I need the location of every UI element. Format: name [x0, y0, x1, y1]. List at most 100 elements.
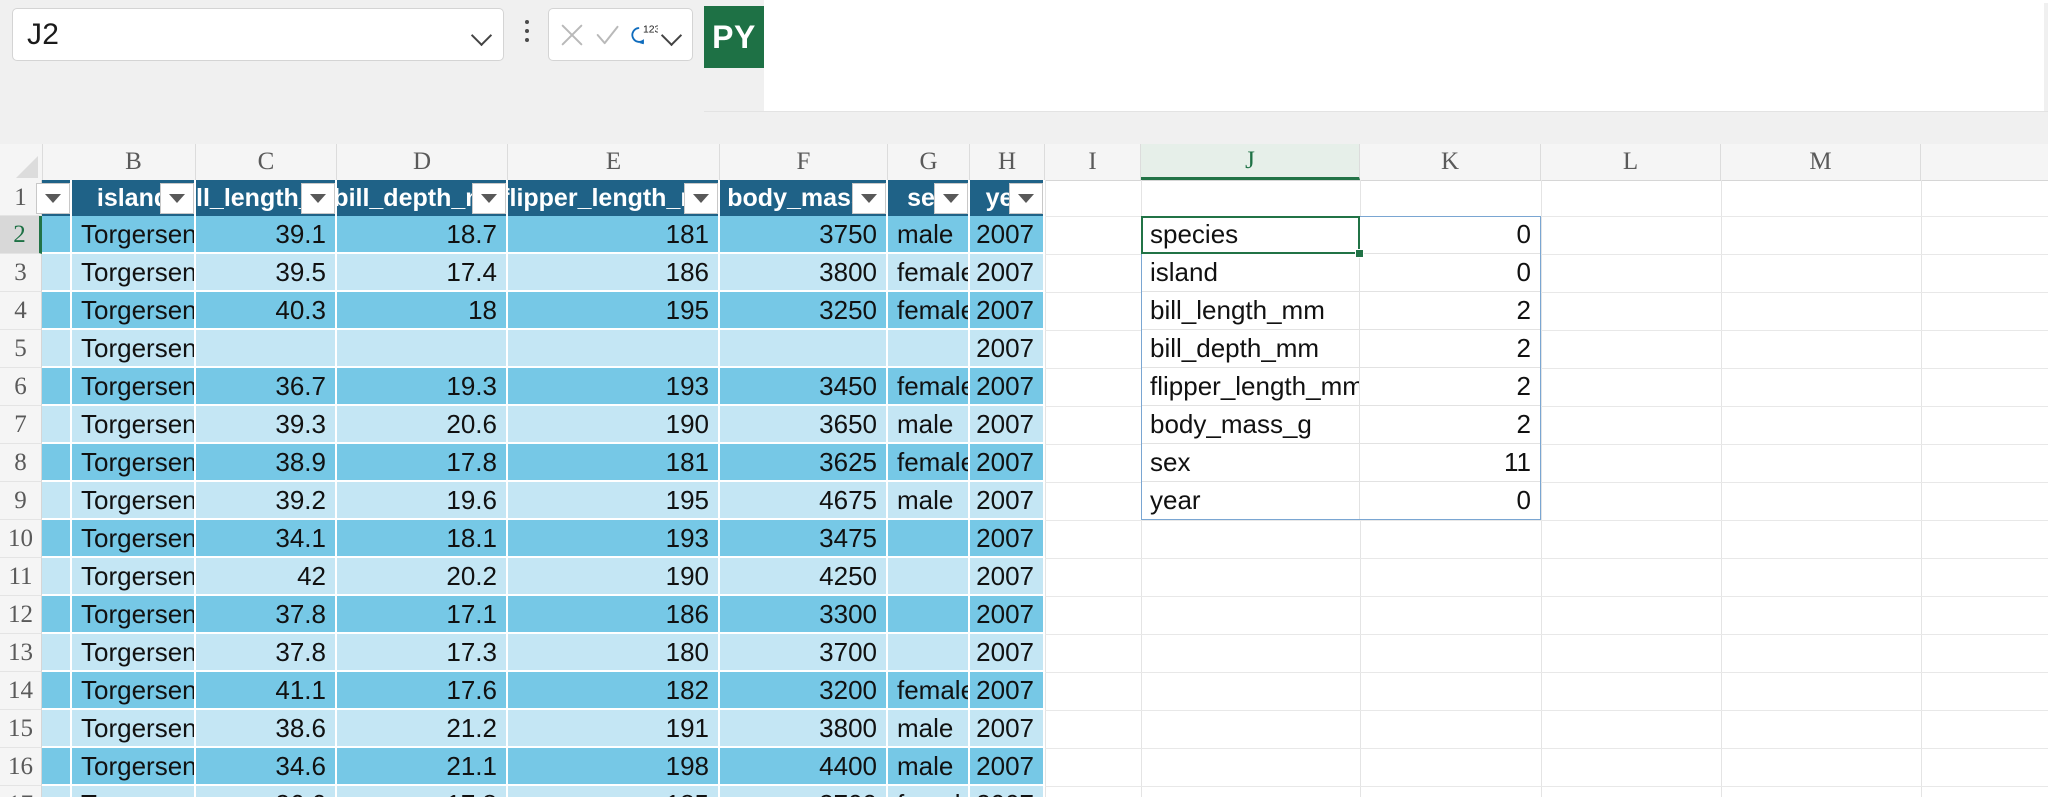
- row-header-10[interactable]: 10: [0, 520, 42, 558]
- table-cell-sex[interactable]: female: [888, 786, 970, 797]
- table-cell-body-mass-g[interactable]: 3300: [720, 596, 888, 634]
- table-cell-sex[interactable]: male: [888, 710, 970, 748]
- table-cell-year[interactable]: 2007: [970, 558, 1045, 596]
- table-cell-year[interactable]: 2007: [970, 406, 1045, 444]
- table-cell-sex[interactable]: female: [888, 254, 970, 292]
- table-cell-sex[interactable]: female: [888, 444, 970, 482]
- chevron-down-icon[interactable]: [471, 24, 493, 46]
- row-header-3[interactable]: 3: [0, 254, 42, 292]
- return-type-123-icon[interactable]: 123: [628, 21, 658, 49]
- table-cell-sex[interactable]: female: [888, 672, 970, 710]
- row-header-6[interactable]: 6: [0, 368, 42, 406]
- table-cell-bill-length-mm[interactable]: 36.7: [196, 368, 337, 406]
- table-cell-body-mass-g[interactable]: 3700: [720, 634, 888, 672]
- row-header-17[interactable]: 17: [0, 786, 42, 797]
- table-cell-body-mass-g[interactable]: 3200: [720, 672, 888, 710]
- column-header-m[interactable]: M: [1721, 144, 1921, 180]
- table-cell-sex[interactable]: [888, 596, 970, 634]
- column-header-h[interactable]: H: [970, 144, 1045, 180]
- table-cell-flipper-length-mm[interactable]: 198: [508, 748, 720, 786]
- spill-label-cell[interactable]: island: [1141, 254, 1360, 292]
- table-cell-species[interactable]: [42, 748, 72, 786]
- row-header-15[interactable]: 15: [0, 710, 42, 748]
- table-cell-bill-depth-mm[interactable]: 18.1: [337, 520, 508, 558]
- table-cell-body-mass-g[interactable]: 3250: [720, 292, 888, 330]
- spill-value-cell[interactable]: 11: [1360, 444, 1541, 482]
- row-header-12[interactable]: 12: [0, 596, 42, 634]
- table-cell-bill-length-mm[interactable]: [196, 330, 337, 368]
- table-cell-flipper-length-mm[interactable]: 195: [508, 292, 720, 330]
- table-cell-year[interactable]: 2007: [970, 482, 1045, 520]
- table-cell-island[interactable]: Torgersen: [72, 710, 196, 748]
- table-cell-year[interactable]: 2007: [970, 748, 1045, 786]
- table-cell-species[interactable]: [42, 330, 72, 368]
- table-cell-bill-length-mm[interactable]: 39.2: [196, 482, 337, 520]
- table-cell-sex[interactable]: [888, 634, 970, 672]
- spill-label-cell[interactable]: bill_length_mm: [1141, 292, 1360, 330]
- filter-dropdown-icon[interactable]: [472, 183, 506, 214]
- table-cell-body-mass-g[interactable]: 4400: [720, 748, 888, 786]
- spill-value-cell[interactable]: 0: [1360, 216, 1541, 254]
- table-cell-year[interactable]: 2007: [970, 596, 1045, 634]
- table-cell-bill-depth-mm[interactable]: 17.8: [337, 444, 508, 482]
- row-header-8[interactable]: 8: [0, 444, 42, 482]
- table-cell-island[interactable]: Torgersen: [72, 406, 196, 444]
- table-cell-species[interactable]: [42, 672, 72, 710]
- table-cell-species[interactable]: [42, 444, 72, 482]
- table-cell-body-mass-g[interactable]: 3750: [720, 216, 888, 254]
- table-cell-flipper-length-mm[interactable]: 190: [508, 406, 720, 444]
- spill-label-cell[interactable]: body_mass_g: [1141, 406, 1360, 444]
- table-cell-island[interactable]: Torgersen: [72, 216, 196, 254]
- column-header-i[interactable]: I: [1045, 144, 1141, 180]
- return-type-chevron-down-icon[interactable]: [661, 24, 683, 46]
- table-cell-year[interactable]: 2007: [970, 672, 1045, 710]
- table-cell-year[interactable]: 2007: [970, 368, 1045, 406]
- formula-input[interactable]: penguins_df = xl("penguins[#All]", heade…: [764, 3, 2044, 111]
- table-cell-island[interactable]: Torgersen: [72, 482, 196, 520]
- table-cell-bill-depth-mm[interactable]: [337, 330, 508, 368]
- table-cell-body-mass-g[interactable]: 3475: [720, 520, 888, 558]
- spill-value-cell[interactable]: 0: [1360, 254, 1541, 292]
- table-cell-species[interactable]: [42, 368, 72, 406]
- fill-handle[interactable]: [1355, 249, 1364, 258]
- table-cell-flipper-length-mm[interactable]: 182: [508, 672, 720, 710]
- row-header-13[interactable]: 13: [0, 634, 42, 672]
- table-cell-bill-depth-mm[interactable]: 18: [337, 292, 508, 330]
- column-header-g[interactable]: G: [888, 144, 970, 180]
- table-cell-bill-depth-mm[interactable]: 21.2: [337, 710, 508, 748]
- column-header-e[interactable]: E: [508, 144, 720, 180]
- filter-dropdown-icon[interactable]: [852, 183, 886, 214]
- row-header-9[interactable]: 9: [0, 482, 42, 520]
- table-cell-body-mass-g[interactable]: 4250: [720, 558, 888, 596]
- table-cell-species[interactable]: [42, 710, 72, 748]
- table-cell-species[interactable]: [42, 558, 72, 596]
- spill-label-cell[interactable]: sex: [1141, 444, 1360, 482]
- spill-label-cell[interactable]: bill_depth_mm: [1141, 330, 1360, 368]
- table-cell-year[interactable]: 2007: [970, 710, 1045, 748]
- table-cell-species[interactable]: [42, 596, 72, 634]
- select-all-corner[interactable]: [0, 144, 43, 180]
- table-cell-island[interactable]: Torgersen: [72, 520, 196, 558]
- table-cell-island[interactable]: Torgersen: [72, 786, 196, 797]
- spill-value-cell[interactable]: 2: [1360, 368, 1541, 406]
- filter-dropdown-icon[interactable]: [934, 183, 968, 214]
- table-cell-flipper-length-mm[interactable]: 191: [508, 710, 720, 748]
- table-cell-body-mass-g[interactable]: 3450: [720, 368, 888, 406]
- table-cell-bill-length-mm[interactable]: 34.1: [196, 520, 337, 558]
- column-header-j[interactable]: J: [1141, 144, 1360, 180]
- column-header-c[interactable]: C: [196, 144, 337, 180]
- row-header-4[interactable]: 4: [0, 292, 42, 330]
- table-cell-year[interactable]: 2007: [970, 292, 1045, 330]
- table-cell-species[interactable]: [42, 216, 72, 254]
- table-cell-island[interactable]: Torgersen: [72, 292, 196, 330]
- table-cell-flipper-length-mm[interactable]: 193: [508, 520, 720, 558]
- table-cell-island[interactable]: Torgersen: [72, 558, 196, 596]
- table-cell-sex[interactable]: [888, 520, 970, 558]
- table-cell-bill-length-mm[interactable]: 39.1: [196, 216, 337, 254]
- table-cell-species[interactable]: [42, 482, 72, 520]
- spill-value-cell[interactable]: 2: [1360, 406, 1541, 444]
- table-cell-body-mass-g[interactable]: 3700: [720, 786, 888, 797]
- table-cell-year[interactable]: 2007: [970, 520, 1045, 558]
- spill-value-cell[interactable]: 0: [1360, 482, 1541, 520]
- table-cell-species[interactable]: [42, 254, 72, 292]
